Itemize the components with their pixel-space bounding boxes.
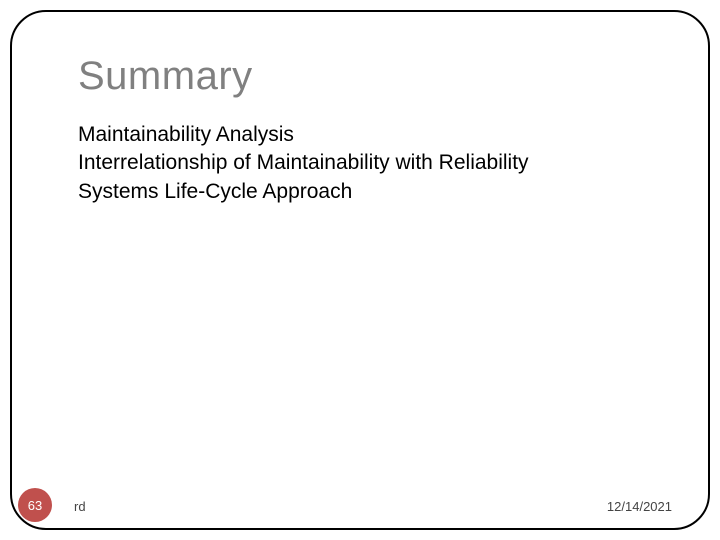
footer-author: rd — [74, 499, 86, 514]
slide-content: Summary Maintainability Analysis Interre… — [78, 54, 660, 206]
body-line: Systems Life-Cycle Approach — [78, 178, 660, 206]
slide-title: Summary — [78, 54, 660, 99]
footer-date: 12/14/2021 — [607, 499, 672, 514]
slide-number-badge: 63 — [18, 488, 52, 522]
body-line: Maintainability Analysis — [78, 121, 660, 149]
body-line: Interrelationship of Maintainability wit… — [78, 149, 660, 177]
slide-number: 63 — [28, 498, 42, 513]
